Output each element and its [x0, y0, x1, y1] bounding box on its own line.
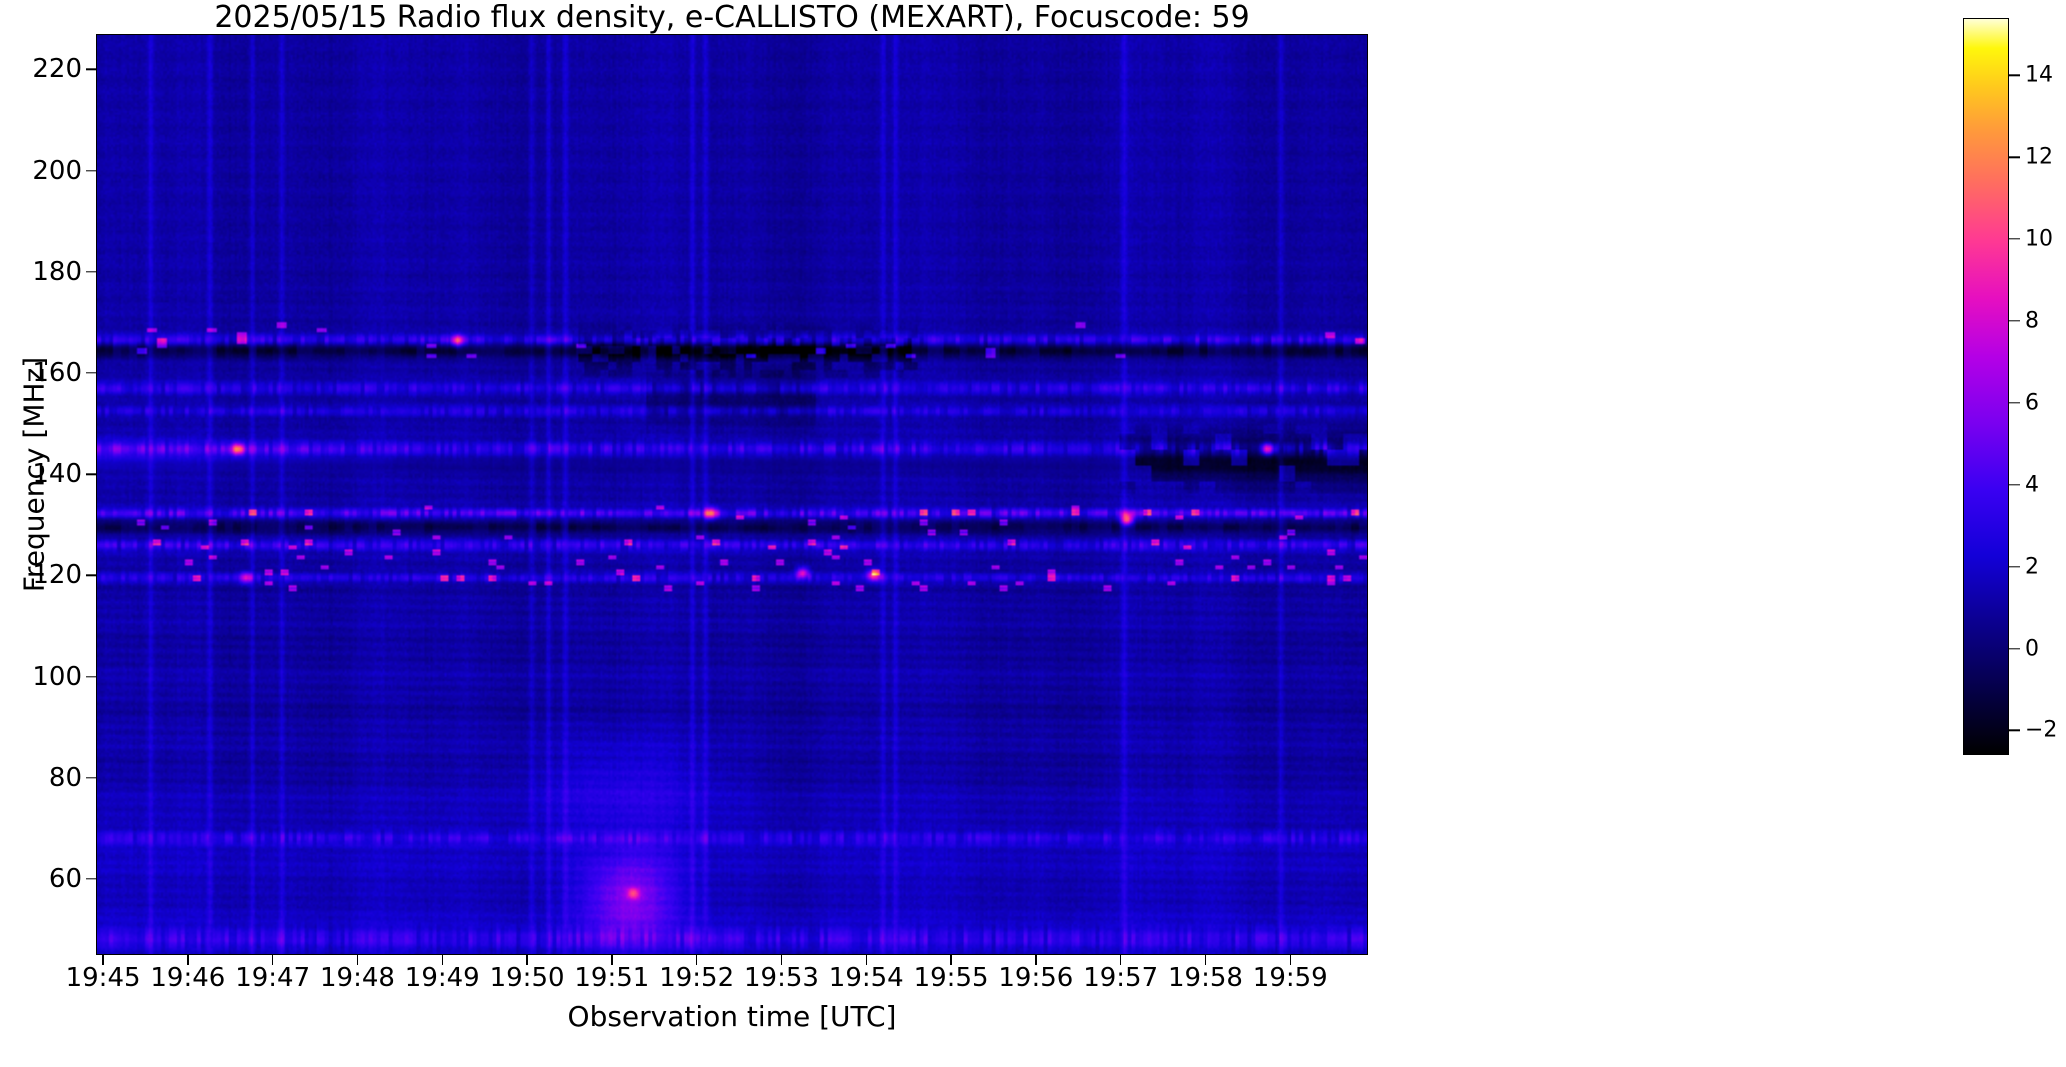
colorbar-tick-label: 14: [2025, 62, 2053, 88]
colorbar-tick-label: −2: [2025, 717, 2058, 743]
x-tick-label: 19:56: [998, 963, 1074, 993]
x-tick-mark: [1289, 955, 1291, 965]
x-tick-mark: [780, 955, 783, 965]
y-tick-label: 220: [32, 54, 82, 85]
colorbar-tick-mark: [2009, 729, 2020, 732]
x-tick-label: 19:50: [489, 963, 565, 993]
y-tick-mark: [86, 372, 96, 374]
x-tick-label: 19:54: [828, 963, 904, 993]
x-tick-mark: [187, 955, 189, 965]
y-tick-label: 200: [32, 155, 82, 186]
y-tick-mark: [86, 574, 96, 577]
colorbar-tick-mark: [2009, 74, 2020, 77]
y-axis: 220 200 180 160 140 120 100 80 60: [0, 0, 96, 1067]
y-axis-label: Frequency [MHz]: [17, 356, 51, 593]
x-tick-mark: [526, 955, 528, 965]
x-tick-mark: [356, 955, 359, 965]
x-tick-mark: [1119, 955, 1122, 965]
y-tick-mark: [86, 271, 96, 273]
colorbar-tick-label: 12: [2025, 144, 2053, 170]
y-tick-mark: [86, 473, 96, 475]
x-tick-mark: [271, 955, 274, 965]
colorbar-tick-label: 2: [2025, 554, 2039, 580]
colorbar-tick-label: 0: [2025, 636, 2039, 662]
x-tick-label: 19:52: [659, 963, 735, 993]
x-tick-label: 19:57: [1083, 963, 1159, 993]
y-tick-mark: [86, 878, 96, 880]
y-tick-label: 160: [32, 358, 82, 389]
x-tick-label: 19:45: [65, 963, 141, 993]
colorbar-tick-label: 10: [2025, 226, 2053, 252]
x-tick-mark: [441, 955, 443, 965]
colorbar-tick-label: 8: [2025, 308, 2039, 334]
page-title: 2025/05/15 Radio flux density, e-CALLIST…: [214, 0, 1250, 35]
x-tick-label: 19:49: [404, 963, 480, 993]
y-tick-mark: [86, 675, 96, 678]
x-tick-label: 19:48: [319, 963, 395, 993]
colorbar-tick-mark: [2009, 238, 2020, 240]
colorbar-tick-label: 6: [2025, 390, 2039, 416]
y-tick-mark: [86, 68, 96, 71]
y-tick-label: 80: [48, 762, 82, 793]
y-tick-label: 100: [32, 661, 82, 692]
y-tick-mark: [86, 169, 96, 172]
x-tick-label: 19:46: [150, 963, 226, 993]
colorbar-tick-mark: [2009, 320, 2020, 322]
colorbar-tick-label: 4: [2025, 472, 2039, 498]
x-tick-label: 19:58: [1167, 963, 1243, 993]
x-tick-mark: [1204, 955, 1207, 965]
colorbar-tick-mark: [2009, 647, 2020, 650]
x-tick-mark: [950, 955, 952, 965]
x-tick-mark: [695, 955, 698, 965]
x-tick-label: 19:55: [913, 963, 989, 993]
x-tick-mark: [865, 955, 867, 965]
y-tick-mark: [86, 777, 96, 779]
colorbar-tick-mark: [2009, 156, 2020, 158]
y-tick-label: 140: [32, 459, 82, 490]
colorbar-tick-mark: [2009, 565, 2020, 568]
x-tick-mark: [102, 955, 104, 965]
colorbar-tick-mark: [2009, 484, 2020, 486]
y-tick-label: 180: [32, 256, 82, 287]
colorbar-tick-mark: [2009, 402, 2020, 404]
y-tick-label: 120: [32, 560, 82, 591]
x-tick-label: 19:59: [1252, 963, 1328, 993]
spectrogram-image: [97, 35, 1367, 954]
y-tick-label: 60: [48, 864, 82, 895]
x-axis-label: Observation time [UTC]: [567, 1000, 897, 1033]
spectrogram-axes[interactable]: [96, 34, 1368, 955]
x-tick-mark: [1035, 955, 1037, 965]
x-tick-label: 19:47: [235, 963, 311, 993]
colorbar[interactable]: [1963, 18, 2009, 755]
x-tick-label: 19:51: [574, 963, 650, 993]
x-tick-label: 19:53: [743, 963, 819, 993]
x-tick-mark: [611, 955, 613, 965]
